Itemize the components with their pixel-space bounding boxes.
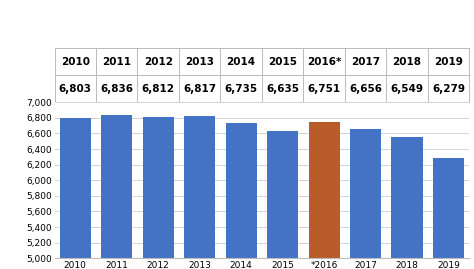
Text: 2013: 2013 bbox=[185, 57, 214, 67]
Text: 6,751: 6,751 bbox=[308, 84, 341, 94]
Text: 6,656: 6,656 bbox=[349, 84, 382, 94]
Text: 6,549: 6,549 bbox=[391, 84, 424, 94]
Text: 2017: 2017 bbox=[351, 57, 380, 67]
Text: 2012: 2012 bbox=[144, 57, 173, 67]
Text: 2014: 2014 bbox=[227, 57, 255, 67]
Text: 6,735: 6,735 bbox=[225, 84, 258, 94]
Bar bbox=[101, 115, 132, 269]
Bar bbox=[226, 123, 257, 269]
Text: 6,803: 6,803 bbox=[59, 84, 92, 94]
Text: 10-Year Enrollment (“In Seats”) ~ Sept Count: 10-Year Enrollment (“In Seats”) ~ Sept C… bbox=[63, 17, 474, 32]
Text: 2011: 2011 bbox=[102, 57, 131, 67]
Text: 6,836: 6,836 bbox=[100, 84, 133, 94]
Text: 2010: 2010 bbox=[61, 57, 90, 67]
Bar bbox=[433, 158, 464, 269]
Bar bbox=[392, 137, 423, 269]
Text: 2015: 2015 bbox=[268, 57, 297, 67]
Bar bbox=[309, 122, 340, 269]
Text: 2019: 2019 bbox=[434, 57, 463, 67]
Text: 6,817: 6,817 bbox=[183, 84, 216, 94]
Bar bbox=[184, 116, 215, 269]
Bar bbox=[143, 117, 174, 269]
Text: 2018: 2018 bbox=[392, 57, 421, 67]
Text: 6,279: 6,279 bbox=[432, 84, 465, 94]
Text: 6,635: 6,635 bbox=[266, 84, 299, 94]
Text: 6,812: 6,812 bbox=[142, 84, 175, 94]
Bar bbox=[267, 131, 298, 269]
Bar bbox=[350, 129, 381, 269]
Text: 2016*: 2016* bbox=[307, 57, 341, 67]
Bar bbox=[60, 118, 91, 269]
